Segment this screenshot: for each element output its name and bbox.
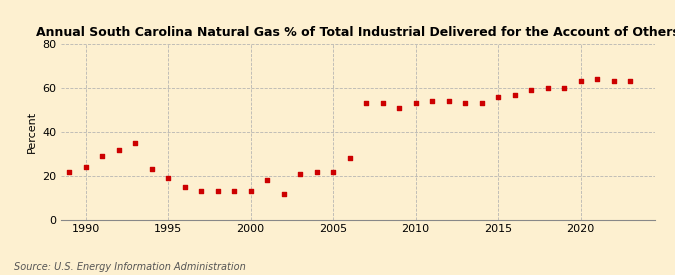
Point <box>311 169 322 174</box>
Point <box>113 147 124 152</box>
Title: Annual South Carolina Natural Gas % of Total Industrial Delivered for the Accoun: Annual South Carolina Natural Gas % of T… <box>36 26 675 39</box>
Point <box>360 101 371 106</box>
Point <box>97 154 107 158</box>
Point <box>542 86 553 90</box>
Point <box>377 101 388 106</box>
Point <box>294 172 305 176</box>
Point <box>262 178 273 183</box>
Point <box>493 95 504 99</box>
Point <box>146 167 157 172</box>
Point <box>624 79 635 84</box>
Point <box>63 169 74 174</box>
Point <box>608 79 619 84</box>
Point <box>278 191 289 196</box>
Point <box>476 101 487 106</box>
Point <box>394 106 404 110</box>
Point <box>179 185 190 189</box>
Text: Source: U.S. Energy Information Administration: Source: U.S. Energy Information Administ… <box>14 262 245 272</box>
Point <box>559 86 570 90</box>
Point <box>130 141 140 145</box>
Point <box>196 189 207 194</box>
Point <box>344 156 355 161</box>
Point <box>163 176 173 180</box>
Point <box>80 165 91 169</box>
Point <box>460 101 470 106</box>
Y-axis label: Percent: Percent <box>27 111 37 153</box>
Point <box>245 189 256 194</box>
Point <box>509 92 520 97</box>
Point <box>575 79 586 84</box>
Point <box>427 99 437 103</box>
Point <box>526 88 537 92</box>
Point <box>591 77 602 81</box>
Point <box>212 189 223 194</box>
Point <box>410 101 421 106</box>
Point <box>229 189 240 194</box>
Point <box>443 99 454 103</box>
Point <box>327 169 338 174</box>
